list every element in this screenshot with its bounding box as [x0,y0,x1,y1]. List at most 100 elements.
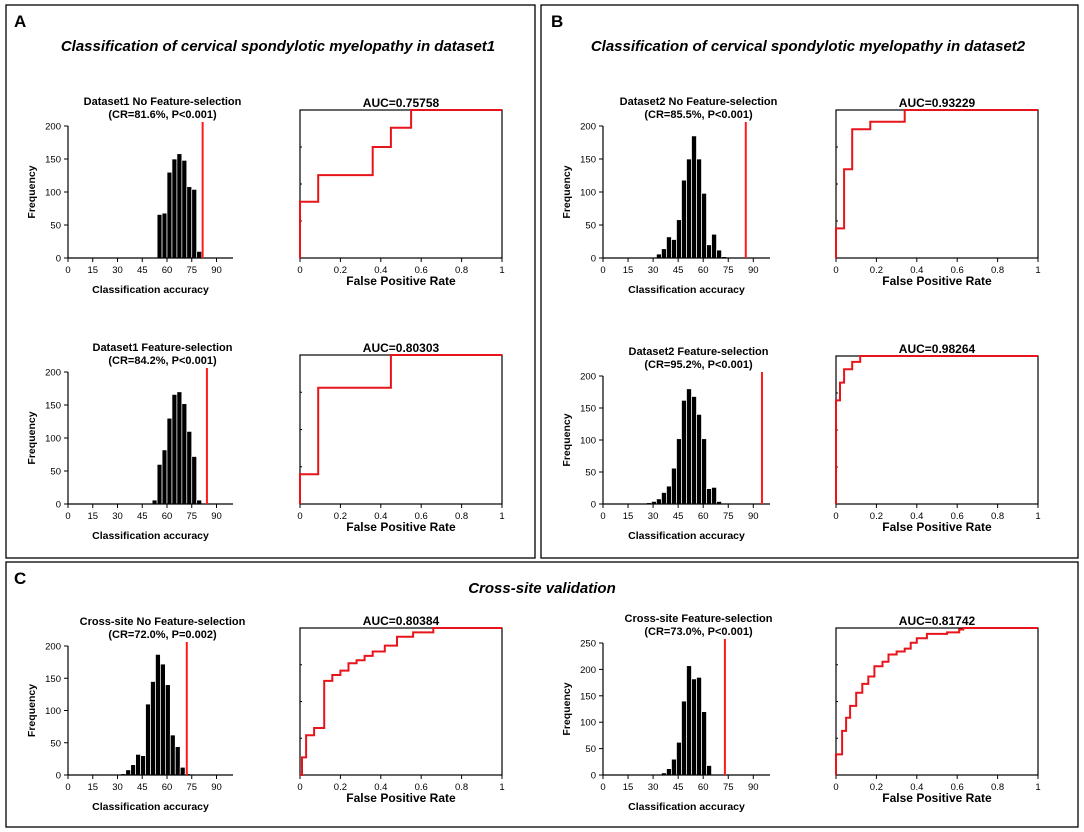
histogram-subtitle: (CR=73.0%, P<0.001) [644,626,753,638]
x-tick-label: 0.8 [455,265,468,276]
x-tick-label: 90 [748,265,759,276]
histogram-subtitle: (CR=84.2%, P<0.001) [108,355,217,367]
y-tick-label: 50 [50,221,61,232]
x-tick-label: 30 [112,511,123,522]
x-tick-label: 15 [623,782,634,793]
histogram-bar [179,766,186,776]
y-tick-label: 150 [45,155,61,166]
histogram-bar [191,189,198,259]
y-tick-label: 200 [45,368,61,379]
histogram-bar [166,417,173,505]
x-tick-label: 75 [723,265,734,276]
histogram-bar [691,135,697,259]
roc-chart-3: AUC=0.80303 0 0.2 0.4 0.6 0.8 1 False Positive … [297,341,504,534]
x-axis-label: Classification accuracy [92,284,209,296]
histogram-title: Dataset2 No Feature-selection [620,96,778,108]
x-tick-label: 0 [297,265,302,276]
histogram-title: Dataset1 Feature-selection [93,342,233,354]
x-tick-label: 60 [162,782,173,793]
roc-chart-11: AUC=0.81742 0 0.2 0.4 0.6 0.8 1 False Positive … [833,614,1040,805]
y-tick-label: 200 [580,665,596,676]
histogram-subtitle: (CR=72.0%, P=0.002) [108,629,217,641]
histogram-bar [186,431,193,505]
histogram-subtitle: (CR=95.2%, P<0.001) [644,359,753,371]
y-tick-label: 150 [580,404,596,415]
x-tick-label: 0.2 [870,265,883,276]
histogram-subtitle: (CR=81.6%, P<0.001) [108,109,217,121]
x-tick-label: 45 [673,782,684,793]
x-tick-label: 1 [499,782,504,793]
x-tick-label: 1 [1035,265,1040,276]
histogram-bar [701,192,707,259]
histogram-bar [676,741,682,776]
histogram-bar [671,239,677,259]
panel-b-letter: B [551,12,563,31]
x-tick-label: 0.6 [415,265,428,276]
roc-chart-9: AUC=0.80384 0 0.2 0.4 0.6 0.8 1 False Positive … [297,614,504,805]
x-tick-label: 15 [87,511,98,522]
histogram-bar [676,438,682,505]
x-tick-label: 0.4 [374,782,387,793]
x-axis-label: False Positive Rate [346,791,456,805]
x-tick-label: 15 [87,782,98,793]
y-tick-label: 150 [45,401,61,412]
y-tick-label: 100 [45,706,61,717]
x-tick-label: 60 [698,782,709,793]
y-tick-label: 250 [580,639,596,650]
auc-title: AUC=0.93229 [899,96,976,110]
x-tick-label: 0 [65,782,70,793]
x-tick-label: 0 [833,511,838,522]
histogram-bar [701,438,707,505]
histogram-bar [171,158,178,259]
x-tick-label: 0.4 [910,511,923,522]
x-axis-label: False Positive Rate [346,274,456,288]
histogram-bar [169,734,176,776]
x-axis-label: Classification accuracy [628,801,745,813]
x-tick-label: 0.4 [910,782,923,793]
auc-title: AUC=0.80384 [363,614,440,628]
histogram-bar [696,676,702,776]
x-tick-label: 0.2 [334,782,347,793]
x-tick-label: 60 [162,265,173,276]
histogram-chart-10: Cross-site Feature-selection(CR=73.0%, P… [561,613,773,813]
histogram-chart-4: Dataset2 No Feature-selection(CR=85.5%, … [561,96,778,296]
histogram-bar [160,663,166,776]
y-tick-label: 0 [56,771,61,782]
x-tick-label: 90 [211,782,222,793]
x-tick-label: 15 [623,511,634,522]
y-axis-label: Frequency [561,682,573,735]
x-axis-label: False Positive Rate [882,520,992,534]
x-tick-label: 45 [137,782,148,793]
x-tick-label: 0 [297,511,302,522]
histogram-bar [701,711,707,776]
y-tick-label: 50 [50,467,61,478]
histogram-bar [711,487,717,505]
y-tick-label: 150 [580,691,596,702]
charts-layer: Dataset1 No Feature-selection(CR=81.6%, … [26,96,1041,813]
auc-title: AUC=0.75758 [363,96,440,110]
y-tick-label: 0 [591,254,596,265]
histogram-bar [186,186,193,259]
histogram-bar [691,396,697,505]
histogram-bar [696,414,702,505]
roc-curve [299,109,502,258]
histogram-bar [130,764,136,776]
y-tick-label: 200 [45,642,61,653]
y-tick-label: 0 [591,500,596,511]
y-tick-label: 50 [50,738,61,749]
x-tick-label: 0.4 [910,265,923,276]
histogram-bar [706,488,712,505]
x-axis-label: False Positive Rate [346,520,456,534]
x-tick-label: 0.6 [415,511,428,522]
x-tick-label: 30 [648,782,659,793]
auc-title: AUC=0.98264 [899,342,976,356]
histogram-bar [125,769,132,776]
y-axis-label: Frequency [26,684,38,737]
histogram-bar [171,394,178,505]
y-tick-label: 100 [580,188,596,199]
panel-c-frame [5,561,1079,828]
panel-a-frame [5,4,536,559]
histogram-chart-2: Dataset1 Feature-selection(CR=84.2%, P<0… [26,342,233,542]
roc-plot-frame [835,627,1039,776]
histogram-bar [666,485,672,505]
